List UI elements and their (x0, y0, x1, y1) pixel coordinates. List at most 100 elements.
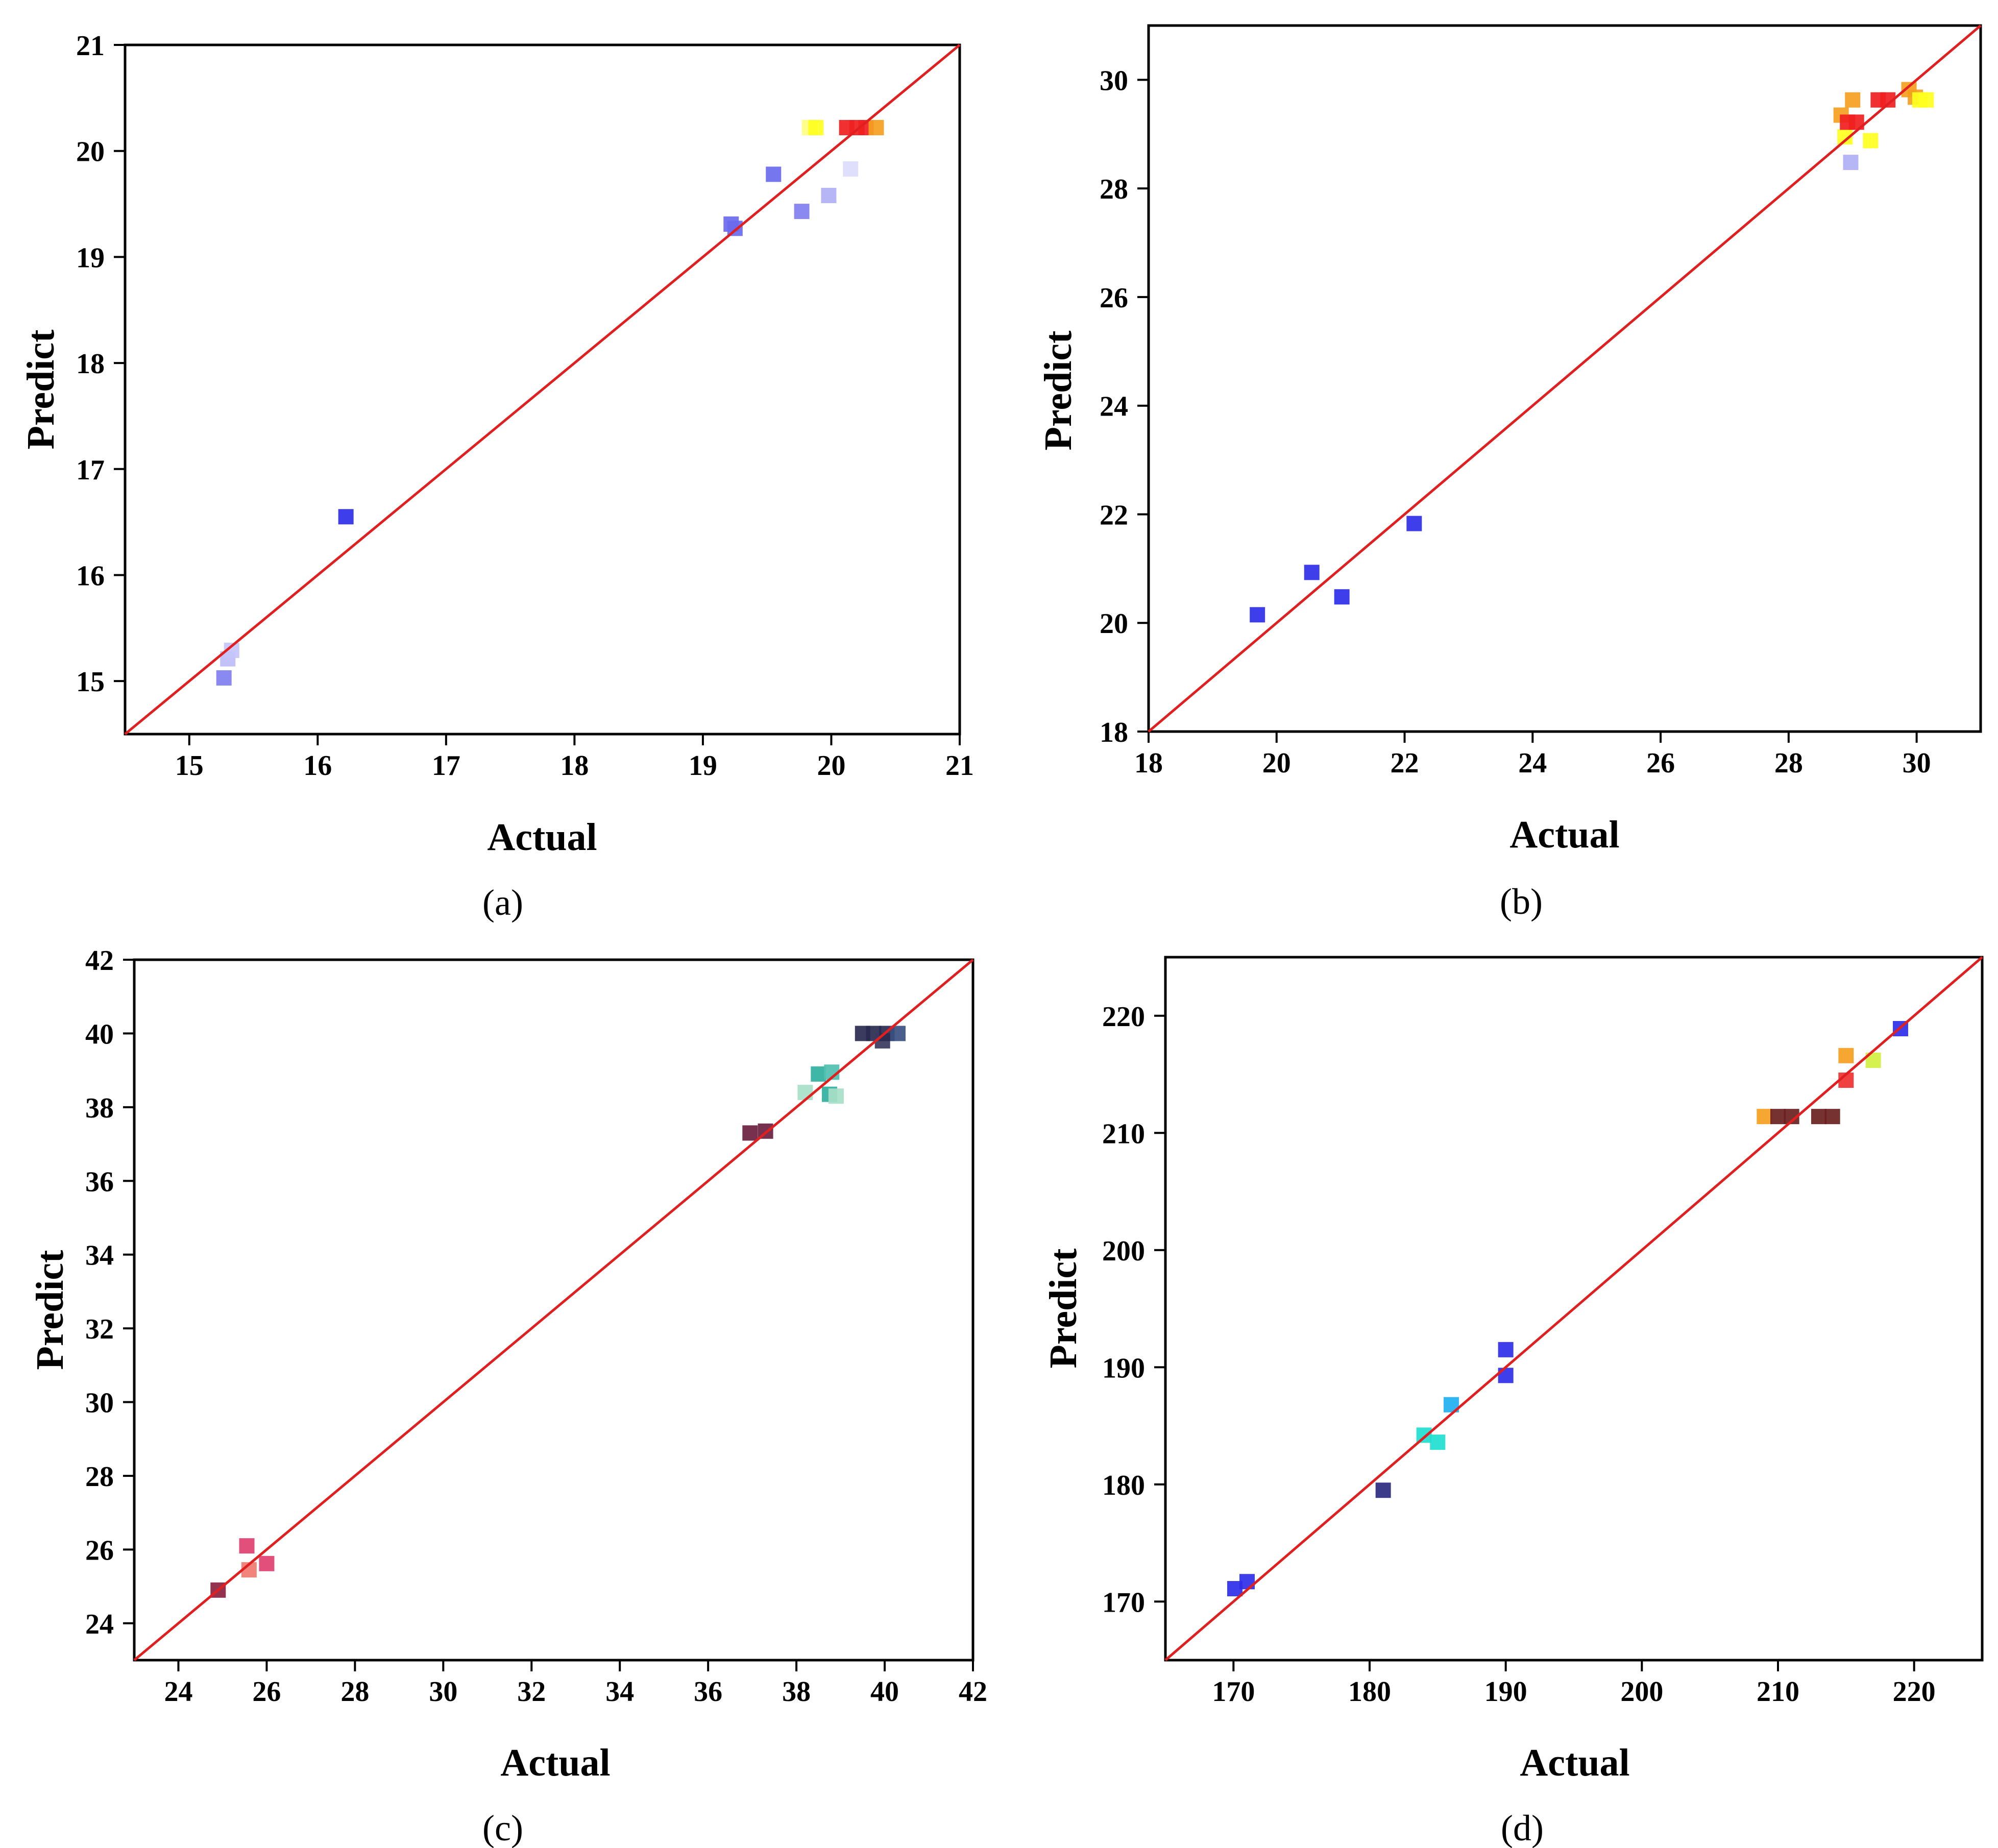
y-tick-label: 24 (85, 1609, 114, 1640)
data-point (742, 1125, 758, 1141)
data-point (1824, 1109, 1840, 1125)
data-point (1375, 1482, 1391, 1498)
data-point (1239, 1574, 1255, 1590)
y-tick-label: 220 (1102, 1001, 1145, 1033)
x-tick-label: 15 (175, 750, 204, 782)
data-point (1770, 1109, 1786, 1125)
panel-a: 15 16 17 18 19 20 21 15 16 17 18 19 20 21 Actual Pred… (19, 30, 974, 923)
reference-line (1148, 25, 1982, 733)
y-tick-label: 26 (1100, 282, 1128, 314)
x-tick-label: 42 (959, 1676, 987, 1708)
y-tick-label: 30 (85, 1388, 114, 1419)
data-point (1498, 1368, 1514, 1383)
y-tick-label: 19 (76, 242, 105, 274)
x-tick-label: 38 (782, 1676, 811, 1708)
x-axis-title: Actual (487, 816, 597, 859)
x-tick-label: 30 (1903, 747, 1931, 779)
reference-line (133, 959, 974, 1661)
x-tick-label: 20 (817, 750, 845, 782)
y-tick-label: 28 (1100, 174, 1128, 205)
data-point (259, 1555, 275, 1571)
data-point (1430, 1434, 1446, 1450)
x-tick-label: 180 (1348, 1676, 1391, 1708)
data-point (828, 1088, 844, 1104)
data-point (1250, 607, 1265, 623)
x-tick-label: 220 (1893, 1676, 1936, 1708)
axis-ticks: 170 180 190 200 210 220 170 180 190 200 210 220 (1102, 1001, 1936, 1708)
y-tick-label: 21 (76, 30, 105, 62)
x-tick-label: 18 (1134, 747, 1163, 779)
x-tick-label: 170 (1212, 1676, 1255, 1708)
reference-line (1164, 956, 1983, 1661)
x-tick-label: 26 (252, 1676, 281, 1708)
data-point (794, 204, 810, 220)
data-point (890, 1026, 906, 1041)
data-point (1843, 155, 1859, 171)
data-point (811, 1066, 826, 1082)
x-tick-label: 19 (689, 750, 717, 782)
y-tick-label: 190 (1102, 1352, 1145, 1384)
x-tick-label: 17 (432, 750, 460, 782)
y-axis-title: Predict (1042, 1249, 1085, 1369)
y-tick-label: 24 (1100, 391, 1128, 423)
y-axis-title: Predict (19, 330, 62, 450)
x-tick-label: 28 (340, 1676, 369, 1708)
y-tick-label: 200 (1102, 1235, 1145, 1267)
y-tick-label: 22 (1100, 499, 1128, 531)
y-tick-label: 32 (85, 1314, 114, 1345)
panel-b: 18 20 22 24 26 28 30 18 20 22 24 26 28 30 Actual Pred… (1037, 24, 1982, 922)
reference-line (124, 44, 961, 735)
axis-ticks: 24 26 28 30 32 34 36 38 40 42 24 26 28 30 32 34 36 38 40 42 (85, 945, 987, 1708)
x-tick-label: 22 (1391, 747, 1419, 779)
panel-caption: (d) (1501, 1808, 1544, 1848)
data-point (868, 120, 884, 135)
axis-ticks: 15 16 17 18 19 20 21 15 16 17 18 19 20 21 (76, 30, 974, 782)
data-point (797, 1084, 813, 1100)
data-points (216, 120, 884, 686)
data-point (1498, 1342, 1514, 1357)
y-tick-label: 40 (85, 1018, 114, 1050)
y-tick-label: 18 (76, 348, 105, 380)
x-tick-label: 34 (605, 1676, 634, 1708)
x-tick-label: 20 (1262, 747, 1291, 779)
data-point (216, 670, 232, 686)
x-tick-label: 18 (560, 750, 589, 782)
y-tick-label: 180 (1102, 1470, 1145, 1501)
y-tick-label: 20 (76, 136, 105, 168)
data-point (821, 187, 837, 203)
x-tick-label: 21 (945, 750, 974, 782)
x-tick-label: 190 (1484, 1676, 1527, 1708)
x-tick-label: 28 (1774, 747, 1803, 779)
data-point (808, 120, 824, 135)
y-tick-label: 26 (85, 1535, 114, 1566)
data-point (843, 161, 859, 177)
panel-d: 170 180 190 200 210 220 170 180 190 200 210 220 Act… (1042, 956, 1984, 1848)
data-point (239, 1538, 255, 1554)
y-axis-title: Predict (1037, 331, 1080, 451)
panel-caption: (b) (1500, 881, 1543, 922)
y-tick-label: 210 (1102, 1118, 1145, 1150)
panel-caption: (c) (482, 1808, 523, 1848)
x-axis-title: Actual (1520, 1741, 1629, 1784)
y-tick-label: 30 (1100, 65, 1128, 96)
y-tick-label: 15 (76, 666, 105, 698)
x-tick-label: 26 (1646, 747, 1675, 779)
x-tick-label: 16 (303, 750, 332, 782)
x-tick-label: 32 (517, 1676, 546, 1708)
y-tick-label: 34 (85, 1240, 114, 1272)
data-point (338, 509, 354, 525)
data-points (210, 1026, 906, 1598)
data-points (1250, 82, 1934, 623)
y-tick-label: 36 (85, 1166, 114, 1198)
data-point (1304, 565, 1320, 580)
x-tick-label: 210 (1757, 1676, 1799, 1708)
data-point (1811, 1109, 1826, 1125)
panel-caption: (a) (482, 882, 523, 923)
axis-ticks: 18 20 22 24 26 28 30 18 20 22 24 26 28 30 (1100, 65, 1931, 779)
y-tick-label: 20 (1100, 608, 1128, 640)
x-tick-label: 24 (1518, 747, 1547, 779)
y-tick-label: 38 (85, 1092, 114, 1124)
x-axis-title: Actual (1509, 813, 1619, 856)
x-tick-label: 30 (429, 1676, 457, 1708)
